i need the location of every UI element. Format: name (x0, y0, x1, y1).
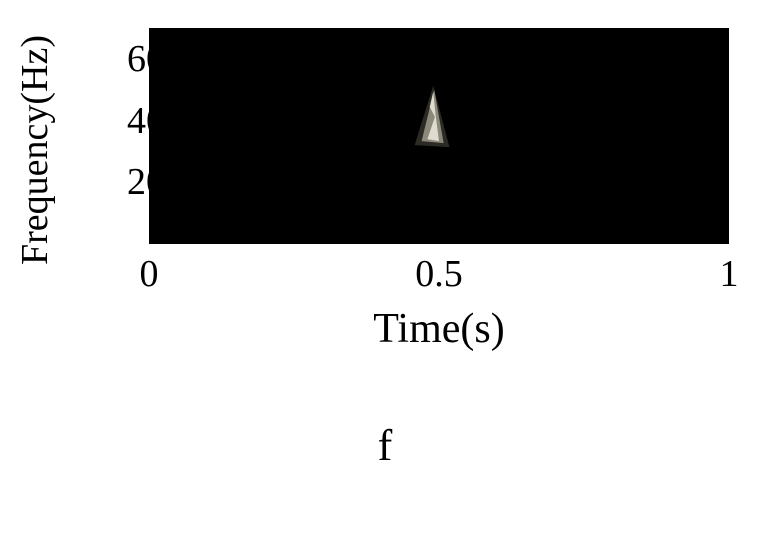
x-tick-label: 0 (140, 252, 159, 296)
x-axis-label: Time(s) (149, 305, 729, 353)
spectrogram-figure: Frequency(Hz) 20 40 60 0 0.5 1 Time(s) f (15, 10, 755, 520)
y-axis-label: Frequency(Hz) (15, 40, 55, 260)
signal-peak (415, 86, 450, 147)
sub-caption: f (15, 420, 755, 471)
signal-feature-svg (149, 28, 729, 244)
x-tick-label: 1 (720, 252, 739, 296)
y-axis-label-text: Frequency(Hz) (13, 35, 57, 265)
spectrogram-plot-area (149, 28, 729, 244)
x-tick-label: 0.5 (415, 252, 463, 296)
